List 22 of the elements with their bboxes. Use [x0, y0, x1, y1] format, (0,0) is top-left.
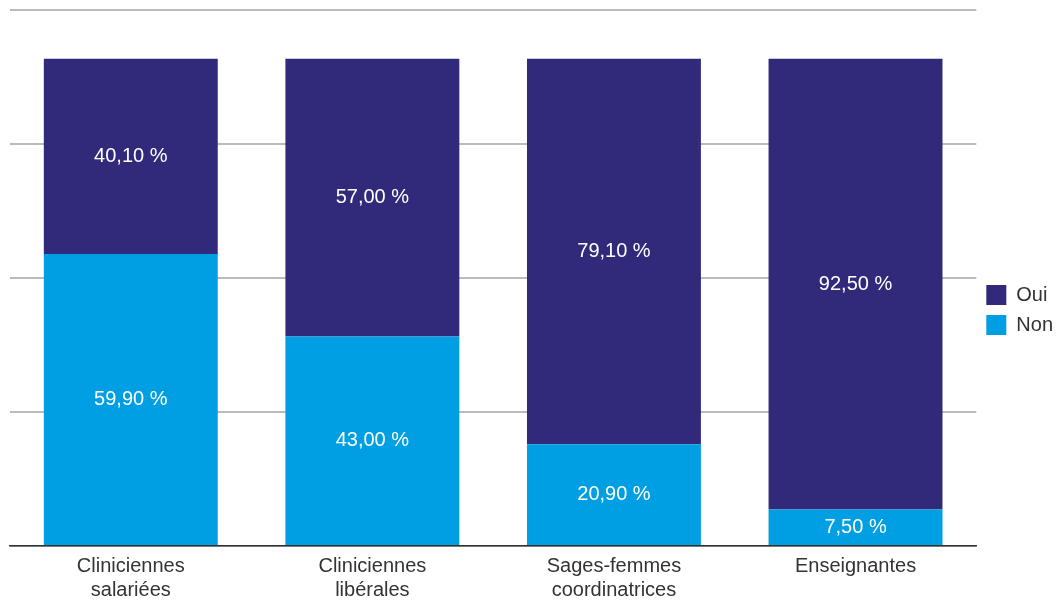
- data-label: 59,90 %: [94, 387, 168, 410]
- x-tick-label: Enseignantes: [794, 553, 917, 576]
- bar: [43, 58, 218, 255]
- data-label: 92,50 %: [818, 271, 893, 294]
- data-label: 20,90 %: [577, 482, 651, 505]
- bar: [285, 58, 460, 337]
- bar: [768, 509, 943, 545]
- bar: [43, 254, 218, 545]
- x-tick-label: Sages-femmes coordinatrices: [546, 553, 682, 600]
- bar: [526, 58, 701, 445]
- bar: [526, 444, 701, 545]
- legend-label: Oui: [1016, 282, 1048, 305]
- x-tick-label: Cliniciennes libérales: [318, 553, 427, 600]
- data-label: 40,10 %: [94, 143, 168, 166]
- bar: [768, 58, 943, 510]
- data-label: 57,00 %: [335, 185, 410, 208]
- x-tick-label: Cliniciennes salariées: [76, 553, 185, 600]
- data-label: 43,00 %: [335, 428, 410, 451]
- data-label: 79,10 %: [577, 238, 651, 261]
- legend-label: Non: [1016, 312, 1054, 335]
- bar: [285, 336, 460, 545]
- data-label: 7,50 %: [824, 514, 887, 537]
